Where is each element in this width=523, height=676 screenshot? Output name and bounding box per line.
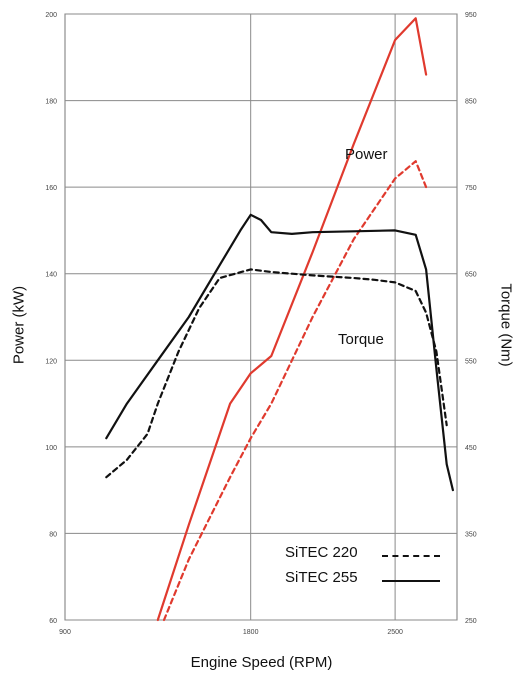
y-tick-label: 80 [49,531,57,538]
legend-swatch-sitec-255 [382,580,440,582]
y-axis-left-title: Power (kW) [4,255,34,395]
y-tick-label: 160 [45,185,57,192]
y-axis-left-label: Power (kW) [10,285,28,365]
y2-tick-label: 350 [465,531,477,538]
x-tick-label: 2500 [387,629,403,636]
plot-area [64,13,458,621]
y-axis-right-label: Torque (Nm) [497,283,515,367]
y-axis-right-ticks: 250 350 450 550 650 750 850 950 [465,12,477,625]
y-tick-label: 200 [45,12,57,19]
series-line-power-sitec-220 [162,160,428,622]
series-line-power-sitec-255 [156,17,428,622]
y-tick-label: 120 [45,358,57,365]
x-tick-label: 1800 [243,629,259,636]
power-annotation: Power [345,146,388,163]
y-tick-label: 100 [45,445,57,452]
x-tick-label: 900 [59,629,71,636]
y-axis-left-ticks: 60 80 100 120 140 160 180 200 [45,12,57,625]
y-tick-label: 140 [45,272,57,279]
legend-swatch-sitec-220 [382,555,440,557]
series-line-torque-sitec-255 [105,213,454,492]
y2-tick-label: 850 [465,99,477,106]
x-axis-ticks: 900 1800 2500 [59,629,403,636]
grid-lines [65,13,457,621]
series-lines [105,17,454,622]
y2-tick-label: 450 [465,445,477,452]
x-axis-label: Engine Speed (RPM) [190,654,333,671]
legend-label-sitec-255: SiTEC 255 [285,569,358,586]
y-tick-label: 180 [45,99,57,106]
y2-tick-label: 950 [465,12,477,19]
series-line-torque-sitec-220 [105,268,448,479]
torque-annotation: Torque [338,331,384,348]
y2-tick-label: 750 [465,185,477,192]
y2-tick-label: 650 [465,272,477,279]
y2-tick-label: 250 [465,618,477,625]
y-tick-label: 60 [49,618,57,625]
y2-tick-label: 550 [465,358,477,365]
y-axis-right-title: Torque (Nm) [491,255,521,395]
legend-label-sitec-220: SiTEC 220 [285,544,358,561]
